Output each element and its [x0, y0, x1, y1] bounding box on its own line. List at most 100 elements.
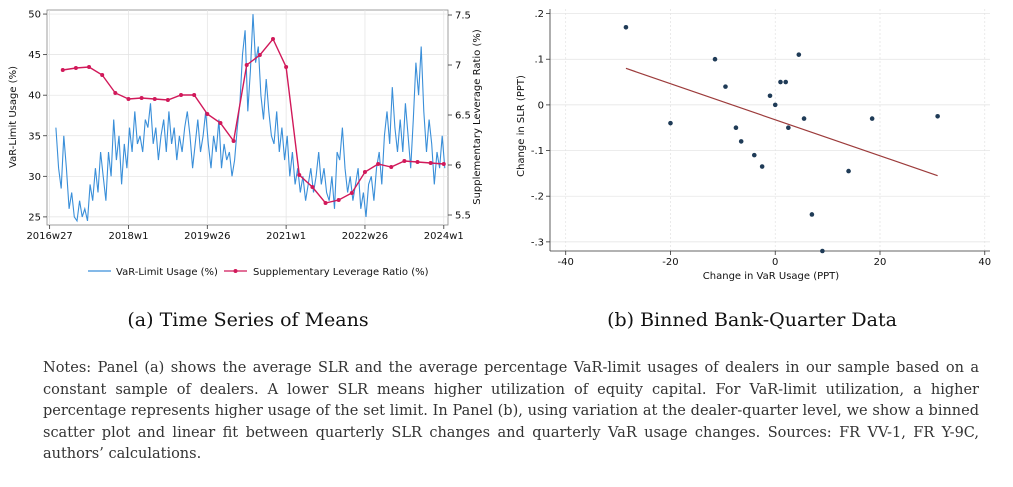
slr-point: [336, 198, 341, 202]
panel-a-y-tick-label: 45: [28, 50, 41, 61]
panel-a-x-tick-label: 2016w27: [26, 231, 72, 242]
slr-point: [87, 65, 92, 69]
panel-b-y-tick-label: -.1: [531, 146, 544, 157]
panel-a-time-series: 25 30 35 40 45 50 5.5 6 6.5 7 7.5 2016w27 2018w1 2019…: [8, 10, 483, 278]
panel-b-binned-scatter: .2 .1 0 -.1 -.2 -.3 -40 -20 0 20 40 Change in VaR …: [516, 9, 991, 282]
slr-point: [297, 173, 302, 177]
panel-a-y-tick-label: 35: [28, 131, 41, 142]
panel-b-y-tick-label: 0: [538, 100, 544, 111]
panel-b-y-tick-label: .2: [534, 9, 544, 20]
figure-notes: Notes: Panel (a) shows the average SLR a…: [43, 360, 979, 463]
scatter-point: [767, 93, 773, 99]
linear-fit-line: [625, 67, 938, 177]
slr-point: [257, 53, 262, 57]
panel-a-y-tick-label: 30: [28, 172, 41, 183]
scatter-point: [712, 56, 718, 62]
scatter-point: [846, 168, 851, 174]
panel-a-y2-tick-label: 6: [455, 161, 461, 172]
panel-b-x-tick-label: -20: [662, 257, 678, 268]
legend-slr-label: Supplementary Leverage Ratio (%): [253, 267, 429, 278]
panel-b-y-axis-label: Change in SLR (PPT): [516, 75, 527, 177]
scatter-points: [623, 24, 940, 254]
slr-point: [323, 201, 328, 205]
panel-a-axes: 25 30 35 40 45 50 5.5 6 6.5 7 7.5 2016w27 2018w1 2019…: [26, 10, 470, 242]
legend-var-label: VaR-Limit Usage (%): [116, 267, 218, 278]
panel-a-y2-tick-label: 6.5: [455, 111, 471, 122]
scatter-point: [801, 116, 807, 121]
slr-point: [73, 66, 78, 70]
slr-point: [179, 93, 184, 97]
panel-b-x-tick-label: 0: [772, 257, 778, 268]
scatter-point: [796, 52, 802, 57]
slr-point: [428, 161, 433, 165]
slr-point: [113, 91, 118, 95]
slr-point: [310, 185, 315, 189]
slr-point: [165, 98, 170, 102]
scatter-point: [778, 79, 783, 85]
panel-a-y-tick-label: 40: [28, 91, 41, 102]
slr-point: [402, 159, 407, 163]
slr-line: [62, 37, 444, 204]
scatter-point: [759, 164, 765, 169]
slr-point: [441, 162, 446, 166]
slr-point: [349, 191, 354, 195]
panel-a-x-tick-label: 2019w26: [184, 231, 230, 242]
slr-point: [362, 170, 367, 174]
panel-b-x-tick-label: -40: [558, 257, 574, 268]
caption-panel-a: (a) Time Series of Means: [127, 309, 368, 331]
panel-a-plot-frame: [46, 9, 449, 226]
panel-b-axes: .2 .1 0 -.1 -.2 -.3 -40 -20 0 20 40: [531, 9, 991, 268]
slr-point: [218, 121, 223, 125]
panel-b-y-tick-label: -.3: [531, 237, 544, 248]
scatter-point: [623, 24, 629, 30]
panel-a-y-axis-label: VaR-Limit Usage (%): [8, 66, 19, 168]
panel-b-gridlines: [550, 9, 990, 251]
slr-point: [139, 96, 144, 100]
slr-point: [126, 97, 131, 101]
scatter-point: [668, 120, 673, 126]
legend-slr-marker: [233, 269, 238, 273]
slr-point: [244, 63, 249, 67]
slr-point: [270, 37, 275, 41]
scatter-point: [786, 125, 791, 131]
panel-a-legend: VaR-Limit Usage (%) Supplementary Levera…: [88, 267, 429, 278]
panel-a-y-tick-label: 25: [28, 212, 41, 223]
panel-b-y-tick-label: -.2: [531, 192, 544, 203]
caption-panel-b: (b) Binned Bank-Quarter Data: [607, 309, 897, 331]
panel-a-x-tick-label: 2024w1: [424, 231, 464, 242]
slr-point: [415, 160, 420, 164]
scatter-point: [783, 79, 789, 85]
slr-point: [100, 73, 105, 77]
panel-a-y2-tick-label: 7.5: [455, 11, 471, 22]
panel-a-y2-tick-label: 5.5: [455, 211, 471, 222]
panel-a-y2-axis-label: Supplementary Leverage Ratio (%): [472, 29, 483, 205]
slr-point: [231, 139, 236, 143]
scatter-point: [820, 248, 825, 254]
scatter-point: [869, 116, 875, 121]
slr-point: [192, 93, 197, 97]
panel-b-y-tick-label: .1: [534, 55, 544, 66]
panel-b-x-tick-label: 20: [874, 257, 887, 268]
var-limit-usage-line: [55, 14, 446, 223]
panel-b-x-tick-label: 40: [978, 257, 991, 268]
scatter-point: [738, 139, 744, 144]
slr-point: [60, 68, 65, 72]
panel-a-y-tick-label: 50: [28, 10, 41, 21]
panel-a-x-tick-label: 2022w26: [342, 231, 388, 242]
slr-markers: [60, 37, 446, 205]
panel-a-x-tick-label: 2018w1: [108, 231, 148, 242]
slr-point: [152, 97, 157, 101]
slr-point: [284, 65, 289, 69]
slr-point: [389, 165, 394, 169]
panel-b-x-axis-label: Change in VaR Usage (PPT): [703, 271, 839, 282]
slr-point: [376, 162, 381, 166]
scatter-point: [809, 212, 815, 217]
scatter-point: [723, 84, 728, 89]
panel-a-y2-tick-label: 7: [455, 61, 461, 72]
scatter-point: [733, 125, 739, 131]
panel-a-gridlines: [47, 10, 448, 225]
scatter-point: [751, 152, 757, 158]
slr-point: [205, 112, 210, 116]
scatter-point: [772, 102, 778, 108]
